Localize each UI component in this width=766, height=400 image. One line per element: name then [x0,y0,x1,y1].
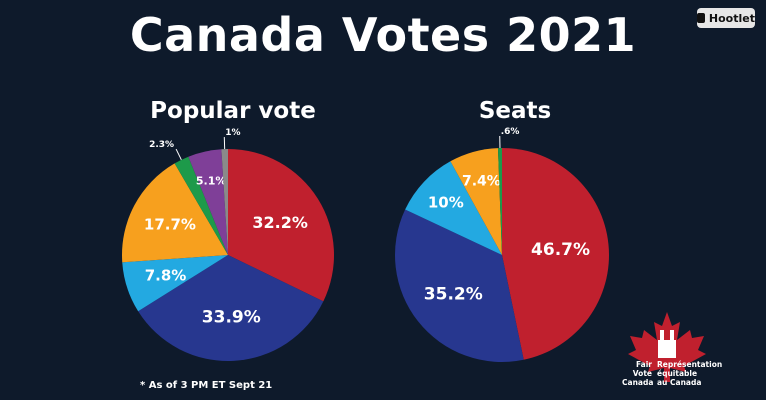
seats-label-0: 46.7% [531,240,590,260]
popular-vote-label-1: 33.9% [202,307,261,327]
seats-label-2: 10% [428,194,464,212]
owl-icon [697,13,705,23]
popular-vote-slice-3 [122,163,228,263]
seats-title: Seats [478,98,552,124]
seats-label-1: 35.2% [424,284,483,304]
popular-vote-slice-5 [188,149,228,255]
popular-vote-slice-0 [228,149,334,302]
popular-vote-label-0: 32.2% [252,213,308,232]
popular-vote-slice-6 [221,149,228,255]
popular-vote-leader-4 [175,148,182,161]
popular-vote-label-4: 2.3% [149,140,174,150]
hootlet-badge[interactable]: Hootlet [697,8,755,28]
seats-slice-2 [405,161,502,255]
popular-vote-label-6: 1% [225,128,240,138]
popular-vote-slice-1 [138,255,324,362]
popular-vote-title: Popular vote [150,98,316,124]
popular-vote-slice-2 [122,255,228,312]
seats-slice-3 [450,148,502,255]
footnote: * As of 3 PM ET Sept 21 [140,380,273,391]
page-title: Canada Votes 2021 [129,8,637,62]
seats-label-4: .6% [501,127,520,137]
logo-text-english: Fair Vote Canada [622,360,654,387]
popular-vote-label-2: 7.8% [145,267,187,285]
popular-vote-label-5: 5.1% [196,174,227,187]
logo-text-french: Représentation équitable au Canada [657,360,723,387]
popular-vote-label-3: 17.7% [144,215,196,233]
seats-slice-1 [394,209,524,362]
badge-label: Hootlet [708,11,755,25]
popular-vote-slice-4 [174,156,228,255]
seats-slice-4 [497,148,502,255]
seats-slice-0 [502,148,609,360]
maple-leaf-icon [628,312,706,382]
seats-label-3: 7.4% [462,174,501,190]
